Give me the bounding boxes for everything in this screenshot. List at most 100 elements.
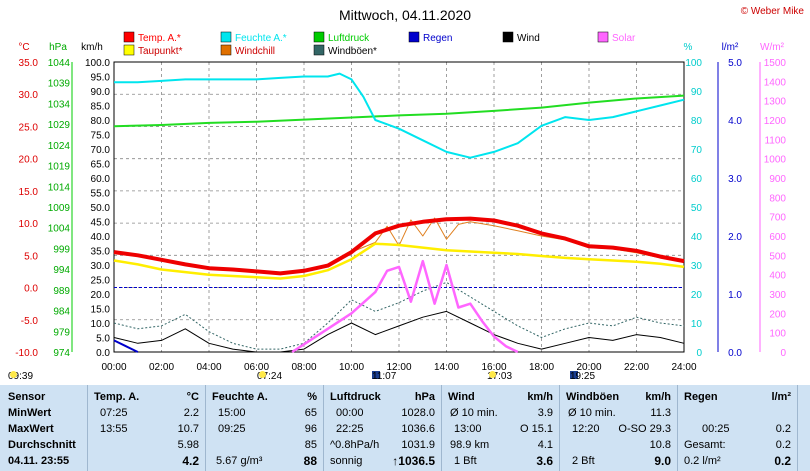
hpa-tick-label: 1044 xyxy=(48,58,71,69)
rain-row4-label: 0.2 l/m² xyxy=(684,455,721,467)
pct-tick-label: 90 xyxy=(691,87,703,98)
pct-tick-label: 30 xyxy=(691,261,703,272)
hpa-tick-label: 1014 xyxy=(48,182,71,193)
temp-current-value: 4.2 xyxy=(182,454,199,468)
x-tick-label: 18:00 xyxy=(529,362,554,371)
pct-tick-label: 60 xyxy=(691,174,703,185)
gust-current-value: 9.0 xyxy=(654,454,671,468)
solar-tick-label: 600 xyxy=(769,232,786,243)
kmh-tick-label: 70.0 xyxy=(91,145,111,156)
pct-tick-label: 80 xyxy=(691,116,703,127)
legend-label: Wind xyxy=(517,33,540,44)
hpa-tick-label: 994 xyxy=(53,265,70,276)
plot-frame xyxy=(113,61,685,353)
sun-icon xyxy=(10,371,17,378)
unit-gust: km/h xyxy=(645,391,671,403)
sunrise-icon xyxy=(259,371,266,378)
pct-tick-label: 50 xyxy=(691,203,703,214)
chart-title: Mittwoch, 04.11.2020 xyxy=(339,7,471,23)
gust-row2-label: 12:20 xyxy=(572,423,600,435)
temp-tick-label: 30.0 xyxy=(19,90,39,101)
kmh-tick-label: 75.0 xyxy=(91,131,111,142)
temp-tick-label: 15.0 xyxy=(19,187,39,198)
gust-row4-label: 2 Bft xyxy=(572,455,595,467)
solar-tick-label: 700 xyxy=(769,213,786,224)
series-line-taupunkt xyxy=(113,242,685,280)
rain-axis-unit: l/m² xyxy=(722,42,739,53)
legend-swatch xyxy=(313,31,325,43)
col-gust: Windböen km/h Ø 10 min. 11.3 12:20 O-SO … xyxy=(560,385,678,471)
kmh-tick-label: 20.0 xyxy=(91,290,111,301)
rain-current-value: 0.2 xyxy=(774,454,791,468)
series-line-feuchtea xyxy=(114,72,685,159)
solar-tick-label: 900 xyxy=(769,174,786,185)
x-tick-label: 00:00 xyxy=(101,362,126,371)
legend-swatch xyxy=(220,31,232,43)
legend-label: Temp. A.* xyxy=(138,33,181,44)
solar-tick-label: 1400 xyxy=(764,77,787,88)
unit-temp: °C xyxy=(186,391,199,403)
hum-max-time: 09:25 xyxy=(218,423,246,435)
solar-tick-label: 300 xyxy=(769,290,786,301)
unit-pressure: hPa xyxy=(414,391,435,403)
pct-tick-label: 20 xyxy=(691,290,703,301)
press-max-time: 22:25 xyxy=(336,423,364,435)
solar-tick-label: 100 xyxy=(769,329,786,340)
temp-max-value: 10.7 xyxy=(177,423,199,435)
row-min-label: MinWert xyxy=(8,407,52,419)
kmh-tick-label: 90.0 xyxy=(91,87,111,98)
temp-tick-label: -10.0 xyxy=(15,348,38,359)
unit-rain: l/m² xyxy=(771,391,791,403)
series-line-solar xyxy=(291,259,519,354)
hum-max-value: 96 xyxy=(304,423,317,435)
kmh-tick-label: 65.0 xyxy=(91,160,111,171)
hpa-tick-label: 1029 xyxy=(48,120,71,131)
x-tick-label: 04:00 xyxy=(196,362,221,371)
solar-tick-label: 800 xyxy=(769,193,786,204)
temp-avg-value: 5.98 xyxy=(177,439,199,451)
col-sensor: Sensor MinWert MaxWert Durchschnitt 04.1… xyxy=(0,385,88,471)
temp-tick-label: 0.0 xyxy=(24,284,38,295)
rain-tick-label: 4.0 xyxy=(728,116,742,127)
stats-table: Sensor MinWert MaxWert Durchschnitt 04.1… xyxy=(0,385,810,471)
press-min-value: 1028.0 xyxy=(401,407,435,419)
x-tick-label: 24:00 xyxy=(671,362,696,371)
temp-tick-label: 10.0 xyxy=(19,219,39,230)
legend-label: Windchill xyxy=(235,46,275,57)
wind-row3-label: 98.9 km xyxy=(450,439,490,451)
hpa-tick-label: 999 xyxy=(53,244,70,255)
hpa-tick-label: 1009 xyxy=(48,203,71,214)
pct-tick-label: 40 xyxy=(691,232,703,243)
wind-current-value: 3.6 xyxy=(536,454,553,468)
kmh-tick-label: 45.0 xyxy=(91,218,111,229)
kmh-tick-label: 85.0 xyxy=(91,102,111,113)
wind-row1-value: 3.9 xyxy=(537,407,553,419)
weather-forecast: sonnig xyxy=(330,455,363,467)
hdr-wind: Wind xyxy=(448,391,475,403)
row-avg-label: Durchschnitt xyxy=(8,439,76,451)
pct-tick-label: 100 xyxy=(685,58,702,69)
pct-tick-label: 10 xyxy=(691,319,703,330)
legend-label: Windböen* xyxy=(328,46,377,57)
pct-tick-label: 70 xyxy=(691,145,703,156)
kmh-tick-label: 95.0 xyxy=(91,73,111,84)
row-max-label: MaxWert xyxy=(8,423,54,435)
hdr-gust: Windböen xyxy=(566,391,620,403)
legend-swatch xyxy=(123,31,135,43)
rain-tick-label: 0.0 xyxy=(728,348,742,359)
col-pressure: Luftdruck hPa 00:00 1028.0 22:25 1036.6 … xyxy=(324,385,442,471)
solar-tick-label: 200 xyxy=(769,309,786,320)
press-max-value: 1036.6 xyxy=(401,423,435,435)
solar-tick-label: 500 xyxy=(769,251,786,262)
hum-avg-value: 85 xyxy=(304,439,317,451)
solar-tick-label: 1000 xyxy=(764,155,787,166)
hpa-tick-label: 1019 xyxy=(48,162,71,173)
hpa-tick-label: 974 xyxy=(53,348,70,359)
col-rain: Regen l/m² 00:25 0.2 Gesamt: 0.2 0.2 l/m… xyxy=(678,385,798,471)
series-line-windben xyxy=(113,281,685,350)
rain-tick-label: 3.0 xyxy=(728,174,742,185)
legend-swatch xyxy=(220,44,232,56)
kmh-tick-label: 5.0 xyxy=(96,334,110,345)
hpa-axis-unit: hPa xyxy=(49,42,67,53)
series-line-wind xyxy=(113,310,685,353)
